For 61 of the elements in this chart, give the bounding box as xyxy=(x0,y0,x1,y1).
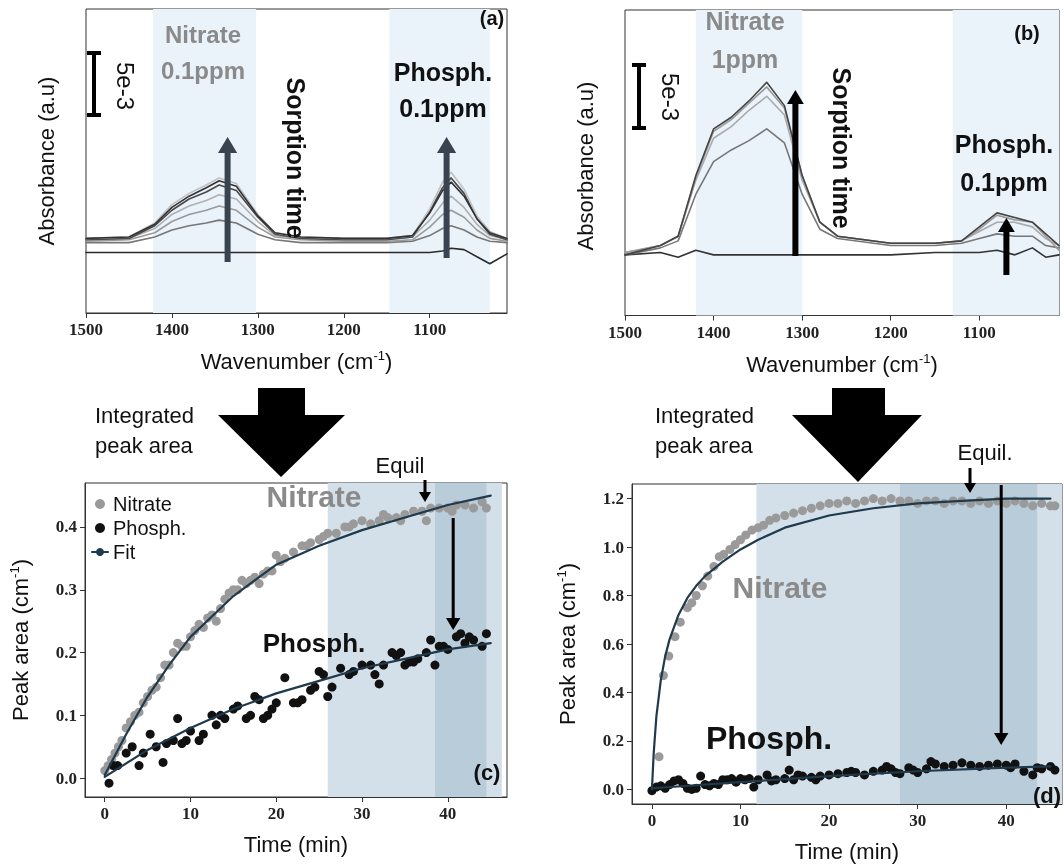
x-tick-label: 30 xyxy=(353,804,371,823)
y-axis-title: Peak area (cm-1) xyxy=(7,559,33,721)
series-label: Phosph. xyxy=(705,720,833,756)
annotation: Sorption time xyxy=(828,67,856,229)
annotation: (c) xyxy=(473,759,501,785)
x-tick-label: 1200 xyxy=(873,322,908,342)
text: Integrated peak area xyxy=(95,402,195,458)
x-tick-label: 40 xyxy=(439,804,457,823)
x-tick-label: 1100 xyxy=(962,322,996,342)
annotation: 5e-3 xyxy=(656,72,684,122)
x-tick-label: 10 xyxy=(732,811,749,830)
legend-label: Fit xyxy=(113,541,136,563)
annotation: Phosph. 0.1ppm xyxy=(954,130,1054,196)
y-axis-title: Absorbance (a.u) xyxy=(572,81,598,251)
x-tick-label: 1200 xyxy=(326,320,361,339)
x-tick-label: 0 xyxy=(647,811,657,830)
x-tick-label: 30 xyxy=(909,811,927,830)
y-tick-label: 0.3 xyxy=(55,580,77,600)
x-tick-label: 40 xyxy=(997,811,1015,830)
y-tick-label: 0.4 xyxy=(602,682,625,702)
y-tick-label: 0.8 xyxy=(602,586,624,606)
y-tick-label: 0.0 xyxy=(55,768,77,788)
series-label: Nitrate xyxy=(732,570,828,604)
text: 5e-3 xyxy=(111,61,139,111)
x-tick-label: 1400 xyxy=(696,322,731,342)
text: Nitrate 1ppm xyxy=(705,7,785,73)
y-tick-label: 0.2 xyxy=(55,643,77,663)
x-tick-label: 10 xyxy=(182,804,199,823)
y-axis-title: Peak area (cm-1) xyxy=(554,563,580,725)
text: (b) xyxy=(1014,22,1040,44)
x-tick-label: 1100 xyxy=(413,320,447,339)
y-tick-label: 1.2 xyxy=(602,489,624,509)
x-tick-label: 1300 xyxy=(240,320,275,339)
y-tick-label: 0.1 xyxy=(55,705,77,725)
annotation: Sorption time xyxy=(282,77,310,239)
text: Equil xyxy=(375,452,425,478)
text: Integrated peak area xyxy=(655,402,755,458)
x-tick-label: 1500 xyxy=(69,320,103,339)
text: Phosph. xyxy=(262,628,366,658)
y-tick-label: 0.2 xyxy=(602,731,624,751)
text: (a) xyxy=(479,7,505,29)
x-tick-label: 20 xyxy=(820,811,838,830)
text: Nitrate 0.1ppm xyxy=(160,20,246,84)
x-tick-label: 1300 xyxy=(785,322,820,342)
y-tick-label: 1.0 xyxy=(602,537,624,557)
y-tick-label: 0.6 xyxy=(602,634,624,654)
x-tick-label: 1400 xyxy=(154,320,189,339)
text: Phosph. 0.1ppm xyxy=(393,58,493,122)
x-tick-label: 0 xyxy=(100,804,109,823)
legend-label: Phosph. xyxy=(113,517,187,539)
y-tick-label: 0.0 xyxy=(602,779,624,799)
x-tick-label: 20 xyxy=(267,804,285,823)
x-axis-title: Time (min) xyxy=(243,831,349,857)
y-tick-label: 0.4 xyxy=(55,517,78,537)
legend-label: Nitrate xyxy=(113,493,172,515)
y-axis-title: Absorbance (a.u) xyxy=(33,76,59,246)
x-axis-title: Time (min) xyxy=(794,838,900,864)
text: Nitrate xyxy=(266,479,362,513)
x-tick-label: 1500 xyxy=(608,322,642,342)
annotation: (d) xyxy=(1032,782,1061,808)
text: Equil. xyxy=(957,439,1013,465)
